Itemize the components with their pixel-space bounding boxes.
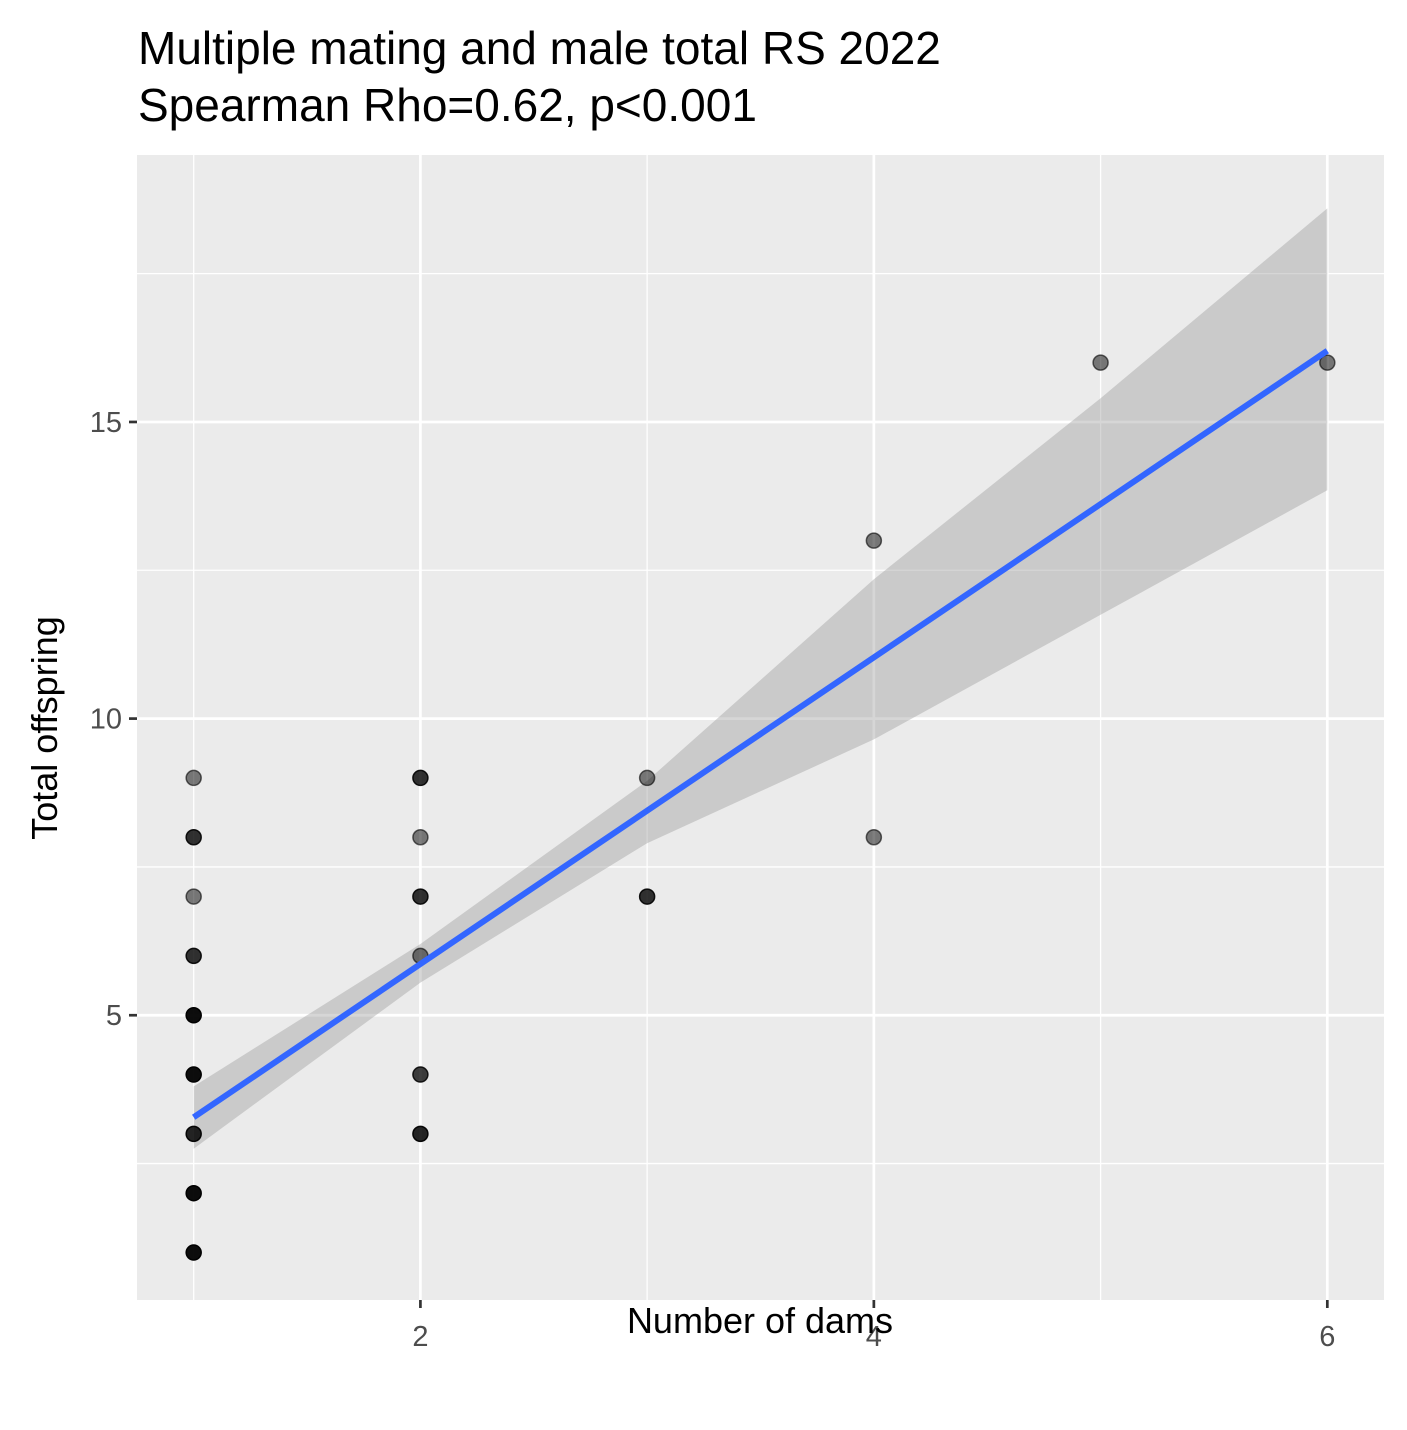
data-point — [412, 888, 429, 905]
data-point — [865, 829, 883, 846]
data-point — [185, 1184, 202, 1202]
data-point — [638, 888, 656, 905]
x-axis-title: Number of dams — [627, 1300, 893, 1341]
data-point — [412, 1125, 429, 1143]
x-tick-label: 4 — [866, 1321, 882, 1353]
data-point — [185, 769, 202, 787]
x-axis: 2 4 6 — [412, 1300, 1335, 1353]
data-point — [412, 769, 429, 787]
data-point — [185, 1006, 202, 1024]
data-point — [865, 532, 883, 549]
data-point — [1319, 354, 1336, 371]
data-point — [412, 1066, 429, 1083]
y-tick-label: 15 — [90, 407, 122, 439]
fit-line-layer — [192, 348, 1329, 1120]
confidence-band — [193, 208, 1328, 1149]
y-tick-label: 5 — [106, 1000, 122, 1032]
confidence-band-layer — [193, 208, 1328, 1149]
data-point — [185, 1244, 202, 1261]
data-point — [1092, 354, 1109, 371]
fit-line — [192, 348, 1329, 1120]
data-point — [185, 888, 202, 905]
x-tick-label: 2 — [412, 1321, 428, 1353]
x-tick-label: 6 — [1319, 1321, 1335, 1353]
data-point — [638, 769, 656, 787]
plot-panel — [137, 155, 1384, 1300]
chart-subtitle: Spearman Rho=0.62, p<0.001 — [138, 79, 757, 131]
data-point — [185, 1066, 202, 1083]
data-point — [412, 829, 429, 846]
y-axis: 5 10 15 — [90, 407, 137, 1032]
grid-minor — [137, 155, 1384, 1300]
y-axis-title: Total offspring — [24, 616, 65, 839]
data-point — [185, 947, 202, 965]
chart-title: Multiple mating and male total RS 2022 — [138, 22, 941, 74]
data-point — [185, 829, 202, 846]
data-point — [185, 1125, 202, 1143]
points-layer — [185, 354, 1336, 1261]
y-tick-label: 10 — [90, 704, 122, 736]
